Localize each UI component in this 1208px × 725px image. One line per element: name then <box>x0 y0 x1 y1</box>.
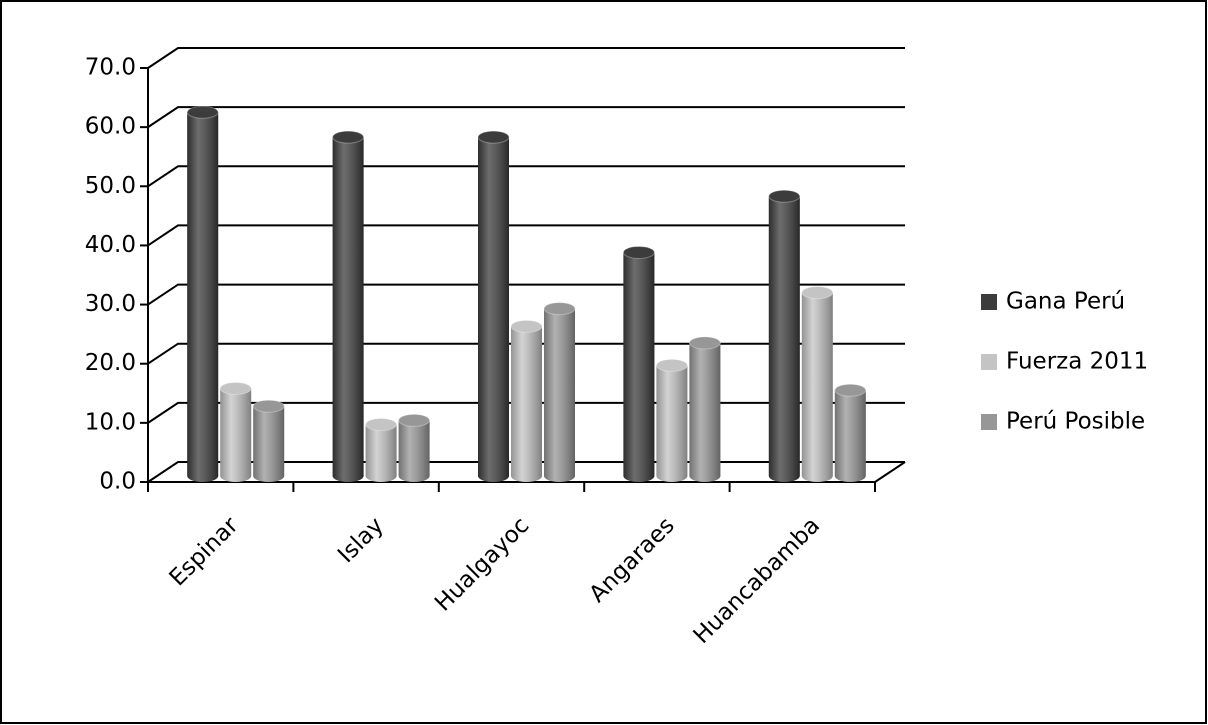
y-tick-label: 70.0 <box>85 55 136 81</box>
legend-label: Fuerza 2011 <box>1006 349 1148 375</box>
y-tick-label: 30.0 <box>85 291 136 317</box>
legend-label: Perú Posible <box>1006 409 1145 435</box>
bar-top <box>252 399 285 413</box>
bar-shade <box>511 326 542 482</box>
grid-line <box>147 283 905 306</box>
legend-swatch <box>981 354 997 370</box>
y-tick-label: 20.0 <box>85 350 136 376</box>
bar-shade <box>398 420 430 482</box>
bar <box>252 399 285 482</box>
bar-shade <box>801 292 833 482</box>
bar-top <box>186 105 219 119</box>
bar-top <box>477 130 510 144</box>
bar-shade <box>623 252 655 482</box>
legend-swatch <box>981 294 997 310</box>
grid-line <box>147 106 905 128</box>
bar <box>186 105 219 483</box>
bar-shade <box>220 388 252 482</box>
bar-shade <box>543 308 575 482</box>
bar <box>543 302 576 482</box>
bar-shade <box>768 196 800 483</box>
bar-top <box>219 381 252 395</box>
bar <box>398 413 431 482</box>
bar-shade <box>187 112 219 483</box>
y-tick-label: 50.0 <box>85 173 136 199</box>
bar-top <box>332 130 365 144</box>
bar <box>219 381 252 482</box>
bar-shade <box>478 137 509 482</box>
bar-shade <box>689 342 721 482</box>
bar <box>622 245 655 482</box>
bar-top <box>688 336 721 350</box>
grid-line <box>147 342 905 365</box>
bar-shade <box>834 390 866 482</box>
bar <box>477 130 510 482</box>
bar-shade <box>332 137 364 482</box>
bar-shade <box>365 424 397 482</box>
bar-shade <box>656 365 688 482</box>
bar <box>801 286 834 482</box>
bar-top <box>510 319 543 333</box>
grid-line <box>147 47 905 69</box>
legend-label: Gana Perú <box>1006 289 1125 315</box>
bar <box>655 358 688 482</box>
bar <box>688 336 721 482</box>
y-tick-label: 60.0 <box>85 114 136 140</box>
y-tick-label: 40.0 <box>85 232 136 258</box>
grid-line <box>147 224 905 247</box>
y-tick-label: 10.0 <box>85 409 136 435</box>
bar <box>365 418 398 482</box>
bar-top <box>801 286 834 300</box>
grid-line <box>147 165 905 188</box>
bar-top <box>622 245 655 259</box>
bar-top <box>543 302 576 316</box>
legend-swatch <box>981 414 997 430</box>
bar-shade <box>253 406 285 482</box>
bar-top <box>834 383 867 397</box>
bar <box>768 189 801 483</box>
bar-top <box>398 413 431 427</box>
bar-top <box>655 358 688 372</box>
y-tick-label: 0.0 <box>99 469 136 495</box>
bar-top <box>768 189 801 203</box>
bar <box>510 319 543 482</box>
bar-top <box>365 418 398 432</box>
bar <box>332 130 365 482</box>
bar <box>834 383 867 482</box>
